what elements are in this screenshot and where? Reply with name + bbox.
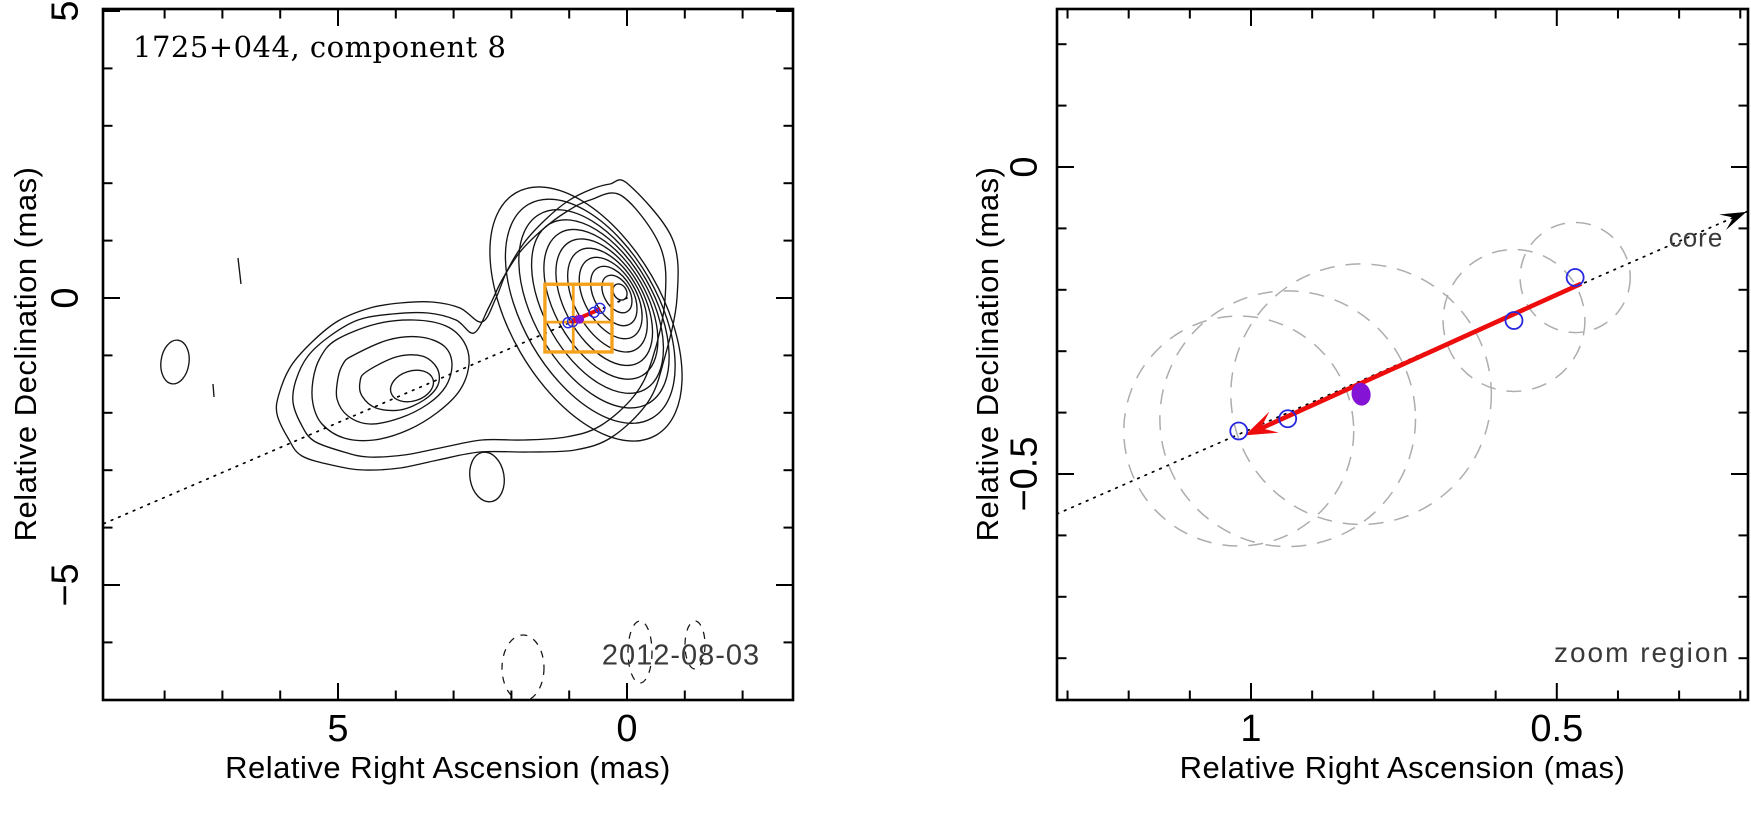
contour-envelope [275, 179, 679, 471]
component-size-circle [1123, 315, 1355, 547]
negative-contour [684, 620, 706, 670]
negative-contour [627, 620, 653, 684]
contour-fragment [212, 383, 215, 398]
component-position-marker [1565, 268, 1585, 287]
core-label: core [1668, 222, 1724, 253]
zoom-region-label: zoom region [1553, 637, 1731, 668]
core-contour-level [612, 283, 628, 301]
component-size-circle [1442, 248, 1586, 393]
component-size-circle [1230, 263, 1493, 526]
contour-envelope [292, 192, 667, 458]
left-panel-x-tick-label: 0 [616, 708, 638, 750]
left-y-axis-title: Relative Declination (mas) [8, 166, 43, 542]
left-panel-y-tick-label: 5 [44, 0, 87, 22]
left-panel-axes [101, 7, 795, 702]
velocity-arrow-line [1257, 281, 1583, 432]
zoom-region-box [543, 282, 614, 354]
component-position-marker [1504, 311, 1524, 330]
mini-current-epoch-position [575, 314, 585, 324]
component-size-circle [1519, 221, 1631, 334]
component-position-marker [1278, 409, 1298, 429]
mini-velocity-arrowhead [568, 313, 582, 324]
left-panel-y-tick-label: 0 [44, 287, 87, 309]
jet-contour [335, 335, 453, 425]
zoom-panel [1057, 210, 1748, 548]
component-position-marker [1229, 421, 1249, 441]
contour-fragment [237, 257, 242, 285]
contour-blob [389, 369, 435, 403]
mini-component-position [562, 316, 574, 329]
right-panel-x-tick-label: 1 [1240, 708, 1262, 750]
right-panel-y-tick-label: −0.5 [1003, 436, 1046, 512]
right-panel-axes [1055, 7, 1750, 702]
velocity-arrowhead [1244, 411, 1279, 436]
left-panel-x-tick-label: 5 [327, 708, 349, 750]
core-contour-level [543, 228, 659, 380]
epoch-date-label: 2012-08-03 [601, 639, 761, 672]
core-contour-level [518, 209, 670, 409]
right-x-axis-title: Relative Right Ascension (mas) [1179, 750, 1626, 785]
jet-contour [311, 319, 470, 442]
component-size-circle [1159, 290, 1417, 548]
core-direction-dotted-line [103, 297, 628, 525]
core-contour-level [601, 274, 633, 314]
core-contour-level [589, 265, 638, 327]
jet-contour [358, 354, 441, 412]
left-x-axis-title: Relative Right Ascension (mas) [225, 750, 671, 785]
contour-blob [469, 451, 505, 503]
core-contour-level [566, 247, 648, 353]
mini-component-position [594, 302, 606, 315]
core-direction-arrowhead [1719, 211, 1747, 231]
right-panel-y-tick-label: 0 [1003, 156, 1046, 178]
core-contour-level [504, 198, 676, 424]
current-epoch-position-marker [1351, 382, 1371, 406]
core-contour-level [578, 256, 643, 340]
left-panel-y-tick-label: −5 [44, 563, 87, 607]
mini-component-position [588, 306, 600, 319]
negative-contour [501, 634, 545, 700]
core-contour-level [489, 186, 683, 442]
core-contour-level [530, 219, 665, 395]
contour-map-panel [103, 179, 706, 700]
contour-blob [160, 339, 190, 385]
right-y-axis-title: Relative Declination (mas) [970, 166, 1005, 542]
right-panel-x-tick-label: 0.5 [1530, 708, 1584, 750]
map-title: 1725+044, component 8 [133, 30, 507, 64]
